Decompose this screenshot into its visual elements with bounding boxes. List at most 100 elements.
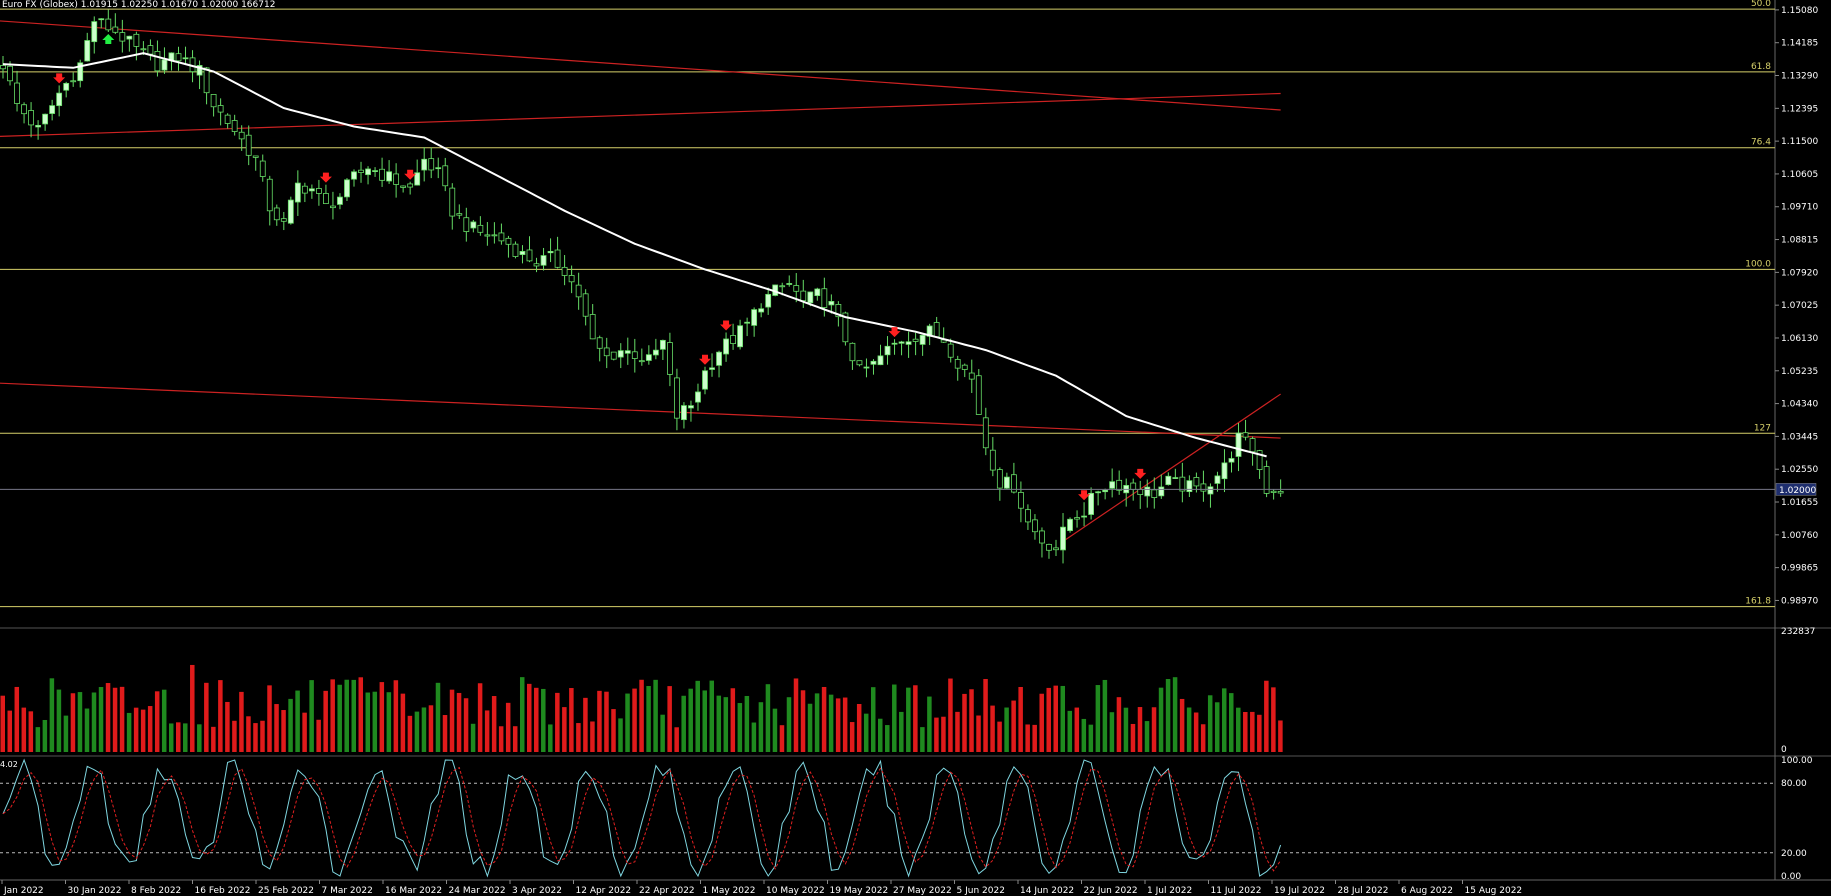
candle-body — [961, 364, 968, 370]
candle-body — [589, 314, 596, 340]
volume-bar — [379, 682, 385, 752]
volume-bar — [1088, 724, 1094, 752]
candle-body — [421, 158, 428, 171]
candle-body — [561, 266, 568, 276]
volume-bar — [934, 717, 939, 752]
candle-body — [70, 80, 77, 83]
volume-bar — [618, 718, 623, 752]
volume-bar — [1236, 707, 1241, 752]
candle-body — [519, 251, 526, 255]
volume-bar — [737, 703, 743, 752]
volume-bar — [337, 684, 342, 752]
volume-bar — [709, 680, 715, 752]
candle-body — [540, 255, 547, 266]
oscillator-tick-label: 100.00 — [1781, 756, 1813, 766]
volume-bar — [119, 686, 125, 752]
candle-body — [982, 417, 989, 449]
candle-body — [1235, 432, 1242, 457]
volume-bar — [407, 715, 413, 752]
current-price-label: 1.02000 — [1779, 486, 1816, 496]
volume-bar — [232, 720, 237, 752]
candle-body — [1228, 458, 1235, 463]
volume-bar — [449, 689, 455, 752]
candle-body — [42, 113, 49, 125]
candle-body — [582, 293, 589, 317]
volume-bar — [470, 723, 476, 752]
candle-body — [210, 94, 217, 108]
volume-bar — [681, 695, 686, 752]
candle-body — [842, 312, 849, 343]
candle-body — [702, 370, 708, 390]
volume-bar — [1123, 707, 1129, 752]
volume-bar — [0, 695, 5, 752]
volume-bar — [1179, 698, 1185, 752]
current-price-tag — [1775, 483, 1817, 496]
candle-body — [821, 288, 828, 308]
sell-signal-arrow-icon — [319, 172, 332, 183]
volume-bar — [1018, 687, 1023, 752]
price-tick-label: 0.98970 — [1781, 596, 1818, 606]
candle-body — [575, 284, 582, 298]
candle-body — [659, 339, 666, 350]
volume-bar — [1200, 724, 1206, 752]
volume-bar — [505, 702, 511, 752]
candle-body — [301, 185, 308, 194]
volume-bar — [590, 721, 595, 752]
candle-body — [898, 341, 905, 344]
volume-bar — [899, 711, 904, 752]
volume-bar — [519, 677, 525, 752]
oscillator-tick-label: 20.00 — [1781, 849, 1807, 859]
volume-bar — [281, 710, 286, 752]
volume-bar — [344, 679, 349, 752]
price-tick-label: 1.07920 — [1781, 268, 1818, 278]
price-tick-label: 1.08815 — [1781, 236, 1818, 246]
volume-bar — [288, 698, 293, 752]
candle-body — [547, 250, 554, 254]
date-tick-label: 28 Jul 2022 — [1338, 886, 1389, 896]
candle-body — [154, 50, 161, 72]
volume-bar — [800, 690, 806, 752]
volume-bar — [105, 683, 111, 752]
volume-bar — [112, 687, 118, 752]
volume-bar — [154, 691, 160, 752]
candle-body — [1263, 466, 1270, 494]
volume-bar — [1039, 693, 1044, 752]
volume-bar — [1207, 695, 1213, 752]
candle-body — [786, 283, 793, 285]
chart-header: Euro FX (Globex) 1.01915 1.02250 1.01670… — [2, 0, 275, 10]
volume-bar — [1004, 707, 1009, 752]
volume-bar — [611, 709, 616, 752]
price-tick-label: 1.11500 — [1781, 137, 1818, 147]
symbol-name: Euro FX (Globex) — [2, 0, 78, 10]
volume-bar — [302, 712, 307, 752]
volume-bar — [98, 687, 104, 752]
candle-body — [603, 347, 610, 357]
volume-bar — [597, 690, 602, 752]
fib-level-label: 127 — [1754, 423, 1771, 433]
volume-bar — [35, 727, 41, 752]
price-tick-label: 1.14185 — [1781, 39, 1818, 49]
trend-line — [1062, 393, 1281, 542]
candle-body — [1025, 509, 1031, 523]
volume-bar — [569, 688, 574, 752]
candle-body — [238, 131, 245, 140]
candle-body — [147, 45, 154, 55]
sell-signal-arrow-icon — [888, 327, 901, 338]
candle-body — [1003, 476, 1010, 489]
volume-bar — [190, 664, 195, 752]
date-tick-label: 14 Jun 2022 — [1020, 886, 1074, 896]
candle-body — [315, 188, 322, 194]
candle-body — [456, 213, 463, 216]
candle-body — [1116, 479, 1123, 491]
candle-body — [21, 104, 27, 115]
candle-body — [737, 325, 743, 348]
volume-bar — [1271, 687, 1276, 752]
candle-body — [849, 342, 856, 362]
candle-body — [631, 351, 638, 359]
trend-line — [0, 92, 1281, 137]
candle-body — [652, 349, 659, 356]
volume-bar — [527, 683, 532, 752]
candle-body — [744, 321, 751, 324]
volume-bar — [997, 721, 1002, 752]
